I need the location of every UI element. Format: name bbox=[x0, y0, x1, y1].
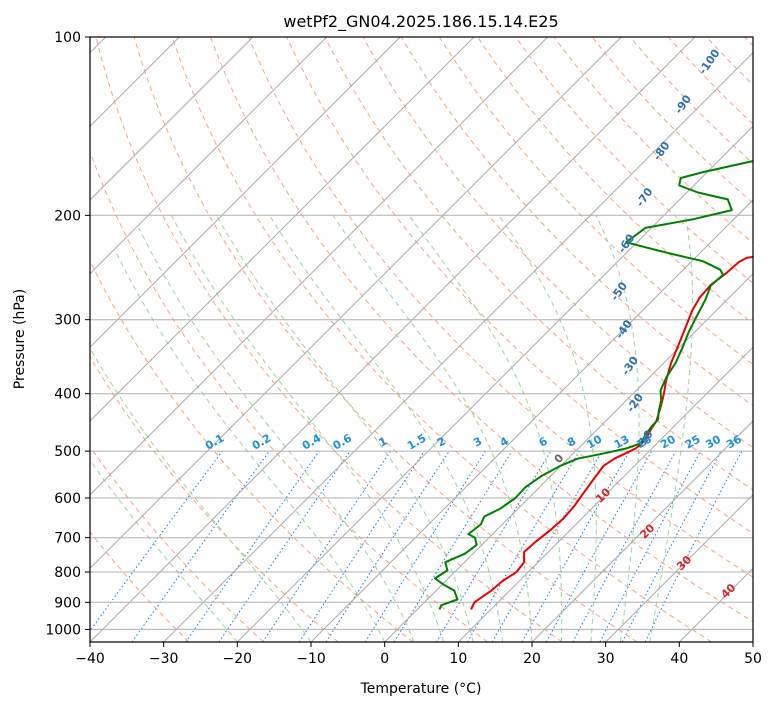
series-group bbox=[434, 159, 753, 610]
y-tick-label: 1000 bbox=[45, 622, 81, 638]
y-tick-label: 100 bbox=[54, 30, 81, 46]
mixing-ratio-line bbox=[572, 450, 677, 642]
isotherm bbox=[90, 37, 254, 201]
x-tick-label: −30 bbox=[149, 651, 179, 667]
dry-adiabat bbox=[438, 37, 753, 365]
dewpoint-profile bbox=[434, 159, 753, 610]
mixing-ratio-line bbox=[393, 450, 513, 642]
x-tick-label: 10 bbox=[449, 651, 467, 667]
moist-adiabat bbox=[90, 459, 238, 642]
x-tick-label: 0 bbox=[380, 651, 389, 667]
y-tick-label: 800 bbox=[54, 565, 81, 581]
chart-title: wetPf2_GN04.2025.186.15.14.E25 bbox=[283, 12, 558, 32]
moist-adiabat bbox=[332, 215, 533, 642]
mixing-ratio-line bbox=[521, 450, 630, 642]
isotherm bbox=[605, 493, 753, 642]
isotherm bbox=[163, 51, 753, 642]
moist-adiabat bbox=[115, 251, 386, 642]
y-tick-label: 500 bbox=[54, 444, 81, 460]
mixing-ratio-line bbox=[325, 450, 450, 642]
x-tick-label: −20 bbox=[223, 651, 253, 667]
y-axis-label: Pressure (hPa) bbox=[12, 289, 28, 389]
dry-adiabat bbox=[286, 37, 753, 534]
moist-adiabat bbox=[269, 215, 503, 642]
isotherm bbox=[90, 37, 401, 349]
isotherm bbox=[90, 37, 475, 422]
y-tick-label: 400 bbox=[54, 387, 81, 403]
moist-adiabat bbox=[216, 215, 474, 642]
grid bbox=[90, 37, 753, 642]
dry-adiabat bbox=[90, 259, 414, 642]
y-tick-label: 200 bbox=[54, 208, 81, 224]
isotherm bbox=[90, 37, 622, 570]
x-tick-label: 20 bbox=[523, 651, 541, 667]
isotherm bbox=[457, 346, 753, 642]
dry-adiabat bbox=[95, 37, 563, 642]
moist-adiabat bbox=[138, 227, 415, 642]
mixing-ratio-line bbox=[90, 450, 223, 632]
moist-adiabat bbox=[171, 215, 445, 642]
mixing-ratio-line bbox=[218, 450, 351, 642]
isotherm bbox=[384, 272, 753, 642]
isotherm bbox=[90, 37, 549, 496]
x-tick-label: −40 bbox=[75, 651, 105, 667]
isotherm bbox=[90, 37, 696, 642]
moist-adiabat bbox=[595, 215, 640, 642]
y-tick-label: 600 bbox=[54, 491, 81, 507]
x-axis: −40 −30 −20 −10 0 10 20 30 40 50 bbox=[75, 642, 762, 667]
isotherm bbox=[310, 199, 753, 642]
moist-adiabat bbox=[649, 215, 694, 642]
dry-adiabat bbox=[133, 37, 638, 642]
x-tick-label: −10 bbox=[296, 651, 326, 667]
dry-adiabat bbox=[248, 37, 753, 578]
mixing-ratio-line bbox=[185, 450, 320, 642]
mixing-ratio-line bbox=[131, 450, 270, 642]
y-tick-label: 700 bbox=[54, 531, 81, 547]
dry-adiabat bbox=[324, 37, 753, 491]
mixing-ratio-line bbox=[644, 450, 743, 642]
plot-frame bbox=[89, 36, 754, 643]
dry-adiabat bbox=[210, 37, 753, 623]
x-tick-label: 50 bbox=[744, 651, 762, 667]
y-tick-label: 900 bbox=[54, 595, 81, 611]
y-axis: 100 200 300 400 500 600 700 800 900 1000 bbox=[45, 30, 90, 638]
mixing-ratio-line bbox=[262, 450, 392, 642]
isotherm bbox=[90, 37, 328, 275]
x-tick-label: 30 bbox=[597, 651, 615, 667]
x-axis-label: Temperature (°C) bbox=[360, 681, 482, 697]
y-tick-label: 300 bbox=[54, 313, 81, 329]
isotherm bbox=[531, 420, 753, 642]
isotherm bbox=[236, 125, 753, 642]
moist-adiabat bbox=[498, 215, 597, 642]
dry-adiabat bbox=[400, 37, 753, 407]
x-tick-label: 40 bbox=[670, 651, 688, 667]
moist-adiabat bbox=[408, 215, 563, 642]
moist-adiabat bbox=[90, 347, 312, 642]
temperature-profile bbox=[470, 255, 753, 610]
mixing-ratio-line bbox=[298, 450, 425, 642]
mixing-ratio-line bbox=[545, 450, 653, 642]
isotherm bbox=[752, 641, 753, 642]
background-lines bbox=[90, 37, 753, 642]
dry-adiabat bbox=[90, 531, 190, 642]
plot-background bbox=[90, 37, 753, 642]
